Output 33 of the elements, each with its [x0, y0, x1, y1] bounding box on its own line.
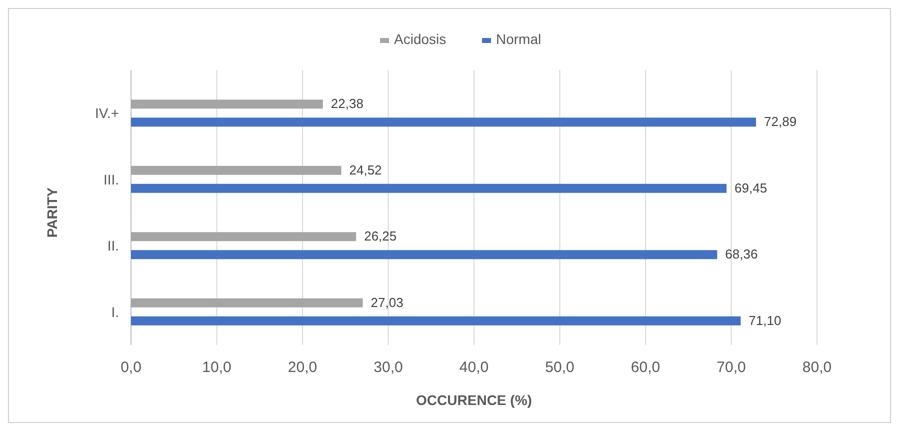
bar	[131, 118, 756, 127]
y-tick-label: IV.+	[94, 105, 119, 122]
x-tick-label: 0,0	[120, 359, 142, 376]
data-label: 69,45	[734, 180, 768, 196]
x-tick-label: 50,0	[545, 359, 574, 376]
bar	[131, 316, 741, 326]
x-tick-label: 10,0	[202, 359, 232, 376]
x-tick-label: 30,0	[374, 359, 403, 376]
y-axis-title: PARITY	[44, 186, 60, 238]
x-axis-title: OCCURENCE (%)	[416, 392, 532, 408]
data-label: 72,89	[764, 114, 797, 130]
bar	[131, 166, 342, 175]
bar	[131, 184, 727, 193]
legend-label: Acidosis	[394, 31, 446, 47]
x-tick-label: 60,0	[630, 359, 660, 376]
x-tick-label: 20,0	[288, 359, 318, 376]
legend-label: Normal	[496, 31, 542, 47]
y-tick-label: I.	[111, 304, 119, 320]
data-label: 22,38	[330, 96, 364, 112]
data-label: 24,52	[349, 162, 382, 178]
bar	[131, 232, 356, 242]
x-tick-label: 80,0	[802, 359, 832, 376]
y-tick-label: II.	[107, 238, 119, 254]
data-label: 26,25	[364, 228, 397, 244]
data-label: 68,36	[725, 246, 758, 262]
bar	[131, 250, 718, 260]
bar	[131, 298, 363, 308]
data-label: 71,10	[748, 312, 782, 328]
data-label: 27,03	[370, 294, 404, 310]
x-tick-label: 40,0	[459, 359, 489, 376]
x-tick-label: 70,0	[716, 359, 746, 376]
bar	[131, 100, 323, 109]
y-tick-label: III.	[103, 171, 119, 188]
